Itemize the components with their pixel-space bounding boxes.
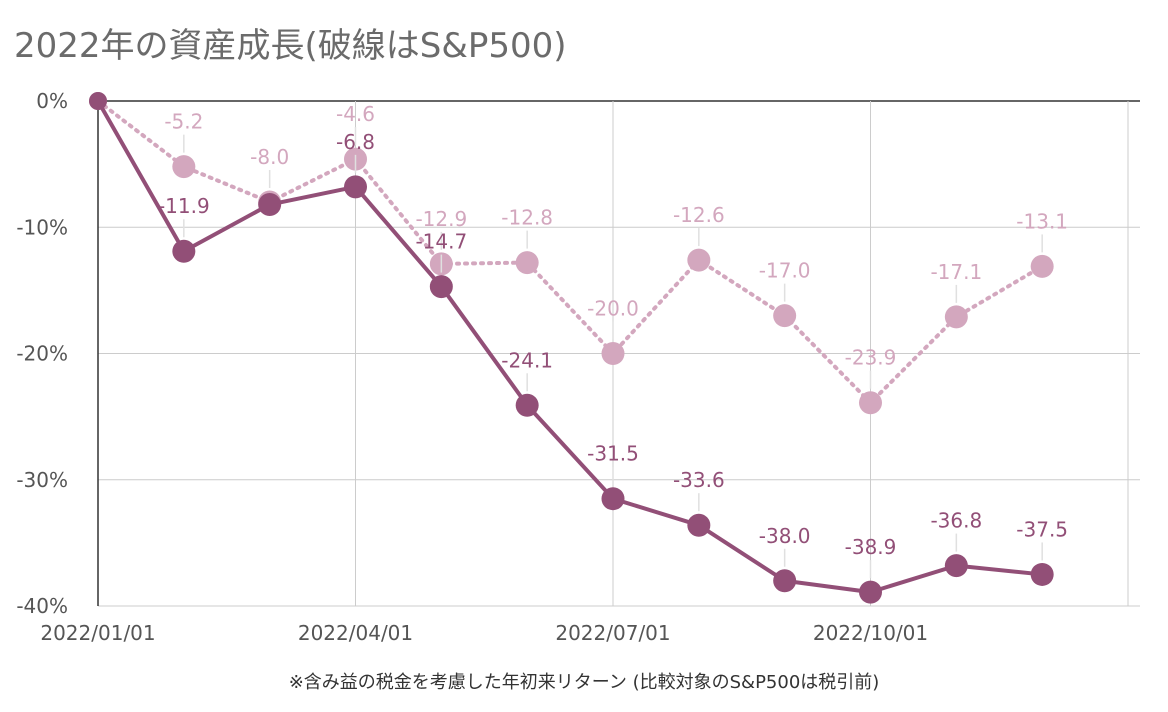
data-label: -17.1 <box>930 260 982 284</box>
data-label: -37.5 <box>1016 517 1068 541</box>
data-point-solid <box>687 513 711 537</box>
data-label: -4.6 <box>336 102 375 126</box>
data-label: -36.8 <box>930 509 982 533</box>
chart-title: 2022年の資産成長(破線はS&P500) <box>14 26 567 66</box>
x-tick-label: 2022/04/01 <box>298 621 413 645</box>
data-label: -33.6 <box>673 468 725 492</box>
data-point-solid <box>601 487 625 511</box>
data-label: -20.0 <box>587 297 639 321</box>
data-point-dotted <box>859 391 882 415</box>
data-label: -14.7 <box>415 230 467 254</box>
data-label: -31.5 <box>587 442 639 466</box>
data-point-solid <box>859 580 882 604</box>
series-layer <box>89 92 1054 604</box>
data-label: -8.0 <box>250 145 289 169</box>
y-tick-label: -10% <box>16 215 68 239</box>
data-point-solid <box>258 193 282 217</box>
y-tick-label: -30% <box>16 468 68 492</box>
x-tick-label: 2022/01/01 <box>40 621 155 645</box>
data-point-solid <box>515 393 539 417</box>
data-point-dotted <box>515 251 539 275</box>
y-axis-ticks: 0% -10% -20% -30% -40% <box>16 89 68 618</box>
y-tick-label: -20% <box>16 342 68 366</box>
series-line-solid <box>96 100 1043 595</box>
data-point-solid <box>429 275 453 299</box>
x-tick-label: 2022/10/01 <box>813 621 928 645</box>
data-point-solid <box>1030 562 1054 586</box>
data-label: -13.1 <box>1016 209 1068 233</box>
data-label: -38.0 <box>759 524 811 548</box>
data-label: -24.1 <box>501 348 553 372</box>
series-line-dotted <box>96 99 1045 405</box>
data-point-dotted <box>773 304 797 328</box>
data-label: -12.9 <box>415 207 467 231</box>
data-label: -38.9 <box>845 535 897 559</box>
data-point-dotted <box>1030 254 1054 278</box>
data-label: -6.8 <box>336 130 375 154</box>
data-point-solid <box>944 554 968 578</box>
y-tick-label: 0% <box>36 89 68 113</box>
data-labels: -5.2 -8.0 -4.6 -12.9 -12.8 -20.0 -12.6 -17.0 -23… <box>158 102 1068 579</box>
data-point-solid <box>344 175 367 199</box>
data-point-dotted <box>944 305 968 329</box>
data-point-solid <box>773 569 797 593</box>
data-label: -11.9 <box>158 194 210 218</box>
data-label: -5.2 <box>164 110 203 134</box>
data-point-solid <box>172 239 196 263</box>
data-label: -12.8 <box>501 206 553 230</box>
data-label: -12.6 <box>673 203 725 227</box>
data-point-solid <box>89 92 107 110</box>
y-tick-label: -40% <box>16 594 68 618</box>
x-tick-label: 2022/07/01 <box>555 621 670 645</box>
data-point-dotted <box>172 155 196 179</box>
data-point-dotted <box>687 248 711 272</box>
chart-caption: ※含み益の税金を考慮した年初来リターン (比較対象のS&P500は税引前) <box>288 672 880 693</box>
data-label: -17.0 <box>759 259 811 283</box>
data-label: -23.9 <box>845 346 897 370</box>
data-point-dotted <box>601 342 625 365</box>
x-axis-ticks: 2022/01/01 2022/04/01 2022/07/01 2022/10/01 <box>40 621 928 645</box>
